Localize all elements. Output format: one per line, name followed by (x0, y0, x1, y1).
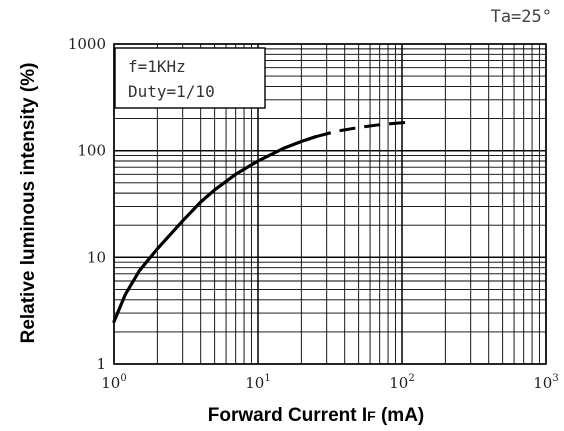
curve-dashed-segment (314, 120, 414, 139)
curve-solid-segment (112, 135, 317, 324)
condition-duty: Duty=1/10 (128, 82, 215, 101)
condition-frequency: f=1KHz (128, 57, 186, 76)
x-tick-exponent: 0 (120, 373, 126, 384)
y-tick-labels: 1 10 100 1000 (68, 35, 106, 373)
y-tick-label: 1 (96, 355, 106, 373)
y-tick-label: 1000 (68, 35, 106, 53)
x-tick-exponent: 1 (264, 373, 270, 384)
x-axis-title-unit: (mA) (376, 405, 425, 426)
temperature-label: Ta=25° (491, 7, 552, 27)
curve-series (112, 120, 414, 324)
x-tick-label: 102 (389, 373, 414, 392)
y-axis-title: Relative luminous intensity (%) (18, 63, 39, 344)
x-tick-base: 10 (389, 374, 408, 392)
condition-box-frame (114, 47, 266, 109)
y-tick-label: 10 (87, 248, 106, 266)
x-axis-title-subscript: F (367, 408, 376, 424)
x-axis-title-main: Forward Current I (208, 405, 367, 426)
x-axis-title: Forward Current IF (mA) (208, 405, 425, 426)
x-tick-label: 103 (533, 373, 558, 392)
condition-legend-box: f=1KHz Duty=1/10 (114, 47, 266, 109)
plot-frame (113, 43, 547, 365)
x-tick-exponent: 3 (552, 373, 558, 384)
x-tick-base: 10 (245, 374, 264, 392)
x-tick-exponent: 2 (408, 373, 414, 384)
x-tick-base: 10 (101, 374, 120, 392)
x-tick-label: 100 (101, 373, 126, 392)
y-tick-label: 100 (77, 142, 106, 160)
x-tick-label: 101 (245, 373, 270, 392)
x-tick-base: 10 (533, 374, 552, 392)
x-tick-labels: 100 101 102 103 (101, 373, 558, 392)
